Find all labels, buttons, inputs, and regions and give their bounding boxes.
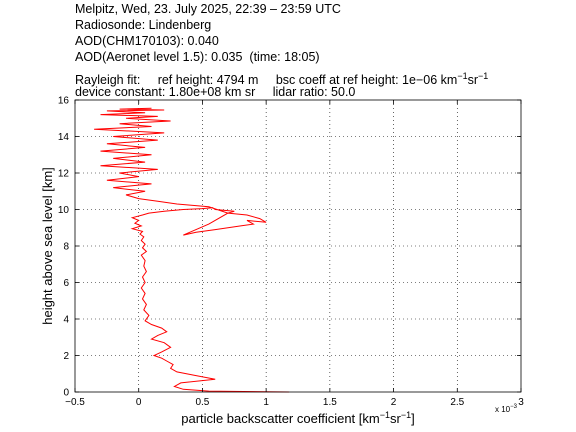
device-constant-label: device constant: 1.80e+08 km sr bbox=[75, 85, 256, 99]
x-tick-label: 0 bbox=[136, 397, 142, 408]
y-tick-label: 2 bbox=[63, 351, 69, 362]
x-tick-label: 1.5 bbox=[323, 397, 337, 408]
y-tick-label: 0 bbox=[63, 388, 69, 399]
backscatter-profile-line bbox=[94, 107, 290, 393]
y-tick-label: 6 bbox=[63, 278, 69, 289]
x-tick-label: 2 bbox=[391, 397, 397, 408]
rayleigh-fit-label: Rayleigh fit: bbox=[75, 73, 141, 88]
x-tick-label: 3 bbox=[518, 397, 524, 408]
x-tick-label: −0.5 bbox=[65, 397, 85, 408]
title-line-aod-aeronet: AOD(Aeronet level 1.5): 0.035 (time: 18:… bbox=[75, 49, 320, 65]
title-line-device-constant: device constant: 1.80e+08 km sr lidar ra… bbox=[75, 84, 355, 100]
x-axis-scale-note: x 10−3 bbox=[495, 404, 518, 414]
x-axis-label: particle backscatter coefficient [km−1sr… bbox=[181, 410, 414, 426]
lidar-ratio-label: lidar ratio: 50.0 bbox=[272, 85, 356, 99]
title-line-rayleigh-fit: Rayleigh fit: ref height: 4794 m bsc coe… bbox=[75, 68, 488, 88]
x-tick-label: 0.5 bbox=[195, 397, 209, 408]
title-line-location-date: Melpitz, Wed, 23. July 2025, 22:39 – 23:… bbox=[75, 2, 341, 16]
y-axis-label: height above sea level [km] bbox=[40, 167, 55, 325]
grid-lines bbox=[75, 100, 521, 392]
y-tick-label: 14 bbox=[58, 132, 70, 143]
ref-height-label: ref height: 4794 m bbox=[157, 73, 259, 88]
aod-aeronet-value: AOD(Aeronet level 1.5): 0.035 bbox=[75, 50, 243, 64]
title-line-radiosonde: Radiosonde: Lindenberg bbox=[75, 18, 212, 32]
y-tick-label: 4 bbox=[63, 315, 69, 326]
title-line-aod-chm: AOD(CHM170103): 0.040 bbox=[75, 34, 219, 48]
y-tick-label: 12 bbox=[58, 169, 70, 180]
y-tick-label: 10 bbox=[58, 205, 70, 216]
x-tick-label: 2.5 bbox=[450, 397, 464, 408]
plot-area bbox=[75, 100, 521, 392]
x-tick-label: 1 bbox=[263, 397, 269, 408]
y-tick-label: 8 bbox=[63, 242, 69, 253]
aod-aeronet-time: (time: 18:05) bbox=[249, 50, 320, 64]
y-tick-label: 16 bbox=[58, 96, 70, 107]
bsc-coeff-label: bsc coeff at ref height: 1e−06 km−1sr−1 bbox=[275, 71, 489, 88]
